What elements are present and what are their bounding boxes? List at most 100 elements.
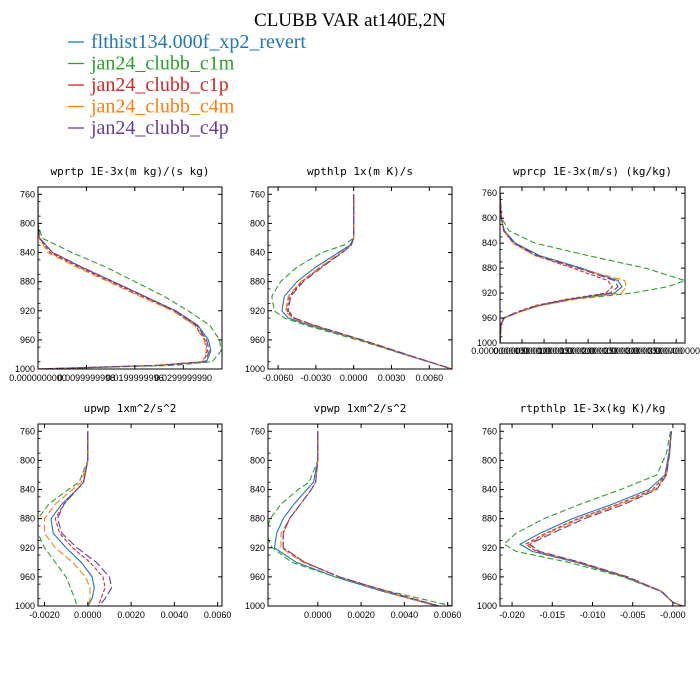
legend: flthist134.000f_xp2_revertjan24_clubb_c1…: [68, 31, 306, 139]
series-line: [500, 193, 619, 343]
panels: wprtp 1E-3x(m kg)/(s kg) 760 800 840 880 920 9…: [9, 165, 700, 620]
series-line: [280, 431, 437, 606]
y-tick-label: 1000: [15, 601, 35, 611]
x-tick-label: -0.005: [620, 610, 646, 620]
y-tick-label: 880: [482, 263, 497, 273]
panel-6: rtpthlp 1E-3x(kg K)/kg 760 800 840 880 920 960…: [477, 402, 686, 620]
series-line: [38, 194, 222, 369]
x-tick-label: 0.0000500000: [493, 346, 551, 356]
x-tick-label: -0.020: [499, 610, 525, 620]
y-tick-label: 1000: [245, 601, 265, 611]
y-tick-label: 840: [482, 485, 497, 495]
series-line: [500, 193, 628, 343]
y-tick-label: 1000: [477, 338, 497, 348]
x-tick-label: 0.0060: [434, 610, 462, 620]
panel-title: vpwp 1xm^2/s^2: [314, 402, 407, 415]
panel-5: vpwp 1xm^2/s^2 760 800 840 880 920 960 1000 0.00…: [245, 402, 461, 620]
y-tick-label: 920: [250, 543, 265, 553]
x-tick-label: 0.0002500000: [581, 346, 639, 356]
x-tick-label: 0.0299999990: [154, 373, 212, 383]
y-tick-label: 800: [482, 455, 497, 465]
y-tick-label: 920: [20, 306, 35, 316]
x-tick-label: 0.0003000000: [603, 346, 661, 356]
series-line: [503, 431, 683, 606]
x-tick-label: 0.0000: [304, 610, 332, 620]
series-line: [287, 194, 452, 369]
panel-4: upwp 1xm^2/s^2 760 800 840 880 920 960 1000-0.0…: [15, 402, 231, 620]
y-tick-label: 760: [20, 426, 35, 436]
y-tick-label: 960: [482, 572, 497, 582]
y-tick-label: 760: [250, 189, 265, 199]
series-line: [38, 194, 212, 369]
x-tick-label: 0.0099999998: [58, 373, 116, 383]
x-tick-label: 0.0030: [378, 373, 406, 383]
y-tick-label: 1000: [245, 364, 265, 374]
series-line: [38, 194, 209, 369]
y-tick-label: 920: [250, 306, 265, 316]
y-tick-label: 760: [20, 189, 35, 199]
panel-1: wprtp 1E-3x(m kg)/(s kg) 760 800 840 880 920 9…: [9, 165, 223, 383]
y-tick-label: 840: [482, 238, 497, 248]
x-tick-label: -0.010: [580, 610, 606, 620]
panel-frame: [499, 423, 686, 607]
x-tick-label: -0.0060: [263, 373, 294, 383]
series-line: [282, 431, 440, 606]
x-tick-label: 0.0000000000: [471, 346, 529, 356]
x-tick-label: 0.0060: [416, 373, 444, 383]
y-tick-label: 800: [20, 218, 35, 228]
x-tick-label: 0.0001000000: [515, 346, 573, 356]
y-tick-label: 800: [250, 455, 265, 465]
y-tick-label: 960: [20, 335, 35, 345]
y-tick-label: 840: [250, 485, 265, 495]
panel-title: upwp 1xm^2/s^2: [84, 402, 177, 415]
series-line: [500, 193, 614, 343]
x-tick-label: -0.0030: [301, 373, 332, 383]
y-tick-label: 960: [20, 572, 35, 582]
y-tick-label: 880: [250, 277, 265, 287]
x-tick-label: 0.0003500000: [625, 346, 683, 356]
series-line: [281, 194, 452, 369]
panel-frame: [37, 423, 223, 607]
y-tick-label: 1000: [477, 601, 497, 611]
x-tick-label: 0.0000000000: [9, 373, 67, 383]
series-line: [528, 431, 683, 606]
x-tick-label: 0.0060: [204, 610, 232, 620]
y-tick-label: 920: [482, 543, 497, 553]
panel-frame: [267, 186, 453, 370]
panel-title: wpthlp 1x(m K)/s: [307, 165, 413, 178]
legend-label: jan24_clubb_c4p: [90, 117, 229, 139]
series-line: [38, 194, 208, 369]
x-tick-label: 0.0000: [74, 610, 102, 620]
figure-title: CLUBB VAR at140E,2N: [254, 10, 446, 31]
legend-label: jan24_clubb_c1m: [90, 53, 235, 75]
panel-title: wprcp 1E-3x(m/s) (kg/kg): [513, 165, 672, 178]
y-tick-label: 960: [482, 313, 497, 323]
panel-frame: [499, 186, 686, 344]
y-tick-label: 880: [250, 514, 265, 524]
y-tick-label: 1000: [15, 364, 35, 374]
legend-label: jan24_clubb_c4m: [90, 96, 235, 118]
y-tick-label: 760: [482, 426, 497, 436]
y-tick-label: 920: [482, 288, 497, 298]
series-line: [286, 194, 452, 369]
panel-3: wprcp 1E-3x(m/s) (kg/kg) 760 800 840 880 920 9…: [471, 165, 700, 356]
y-tick-label: 840: [250, 248, 265, 258]
series-line: [524, 431, 683, 606]
y-tick-label: 760: [482, 188, 497, 198]
x-tick-label: 0.0002000000: [559, 346, 617, 356]
series-line: [271, 194, 452, 369]
panel-title: wprtp 1E-3x(m kg)/(s kg): [51, 165, 210, 178]
series-line: [500, 193, 623, 343]
y-tick-label: 800: [20, 455, 35, 465]
panel-2: wpthlp 1x(m K)/s7608008408809209601000-0…: [245, 165, 453, 383]
x-tick-label: -0.000: [660, 610, 686, 620]
x-tick-label: -0.015: [540, 610, 566, 620]
y-tick-label: 880: [20, 277, 35, 287]
y-tick-label: 880: [20, 514, 35, 524]
series-line: [56, 431, 113, 606]
x-tick-label: 0.0020: [117, 610, 145, 620]
series-line: [38, 431, 89, 606]
series-line: [282, 431, 440, 606]
series-line: [268, 431, 452, 606]
y-tick-label: 840: [20, 485, 35, 495]
